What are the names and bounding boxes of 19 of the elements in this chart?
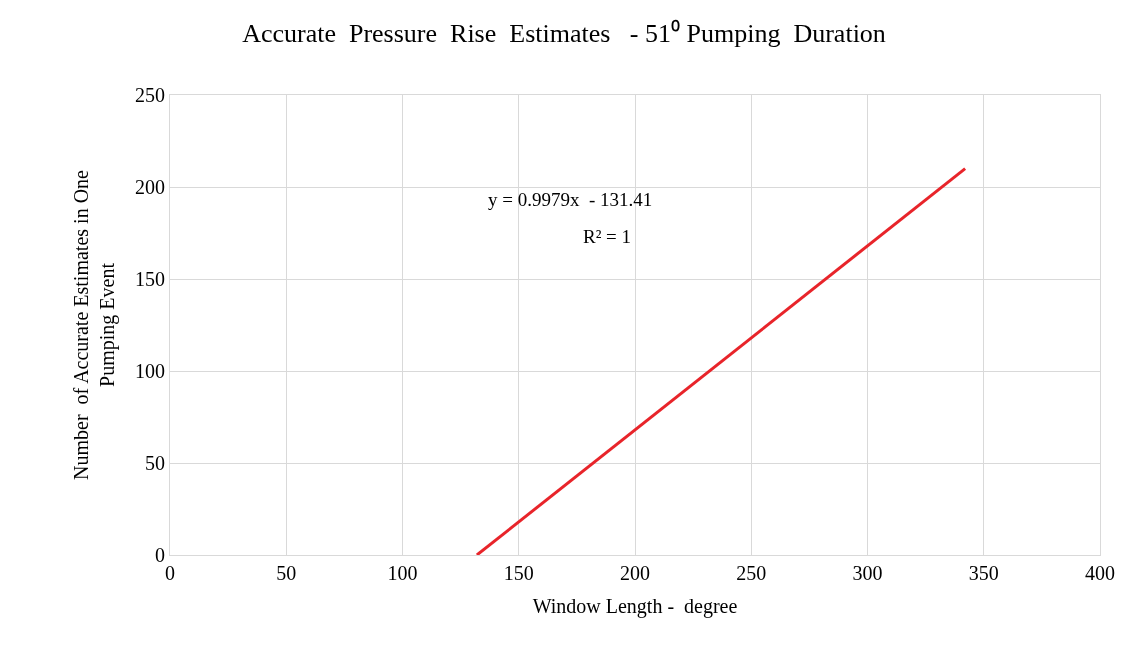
x-tick-label: 350: [968, 562, 999, 584]
chart-title: Accurate Pressure Rise Estimates - 51⁰ Pumping Duration: [242, 19, 886, 48]
y-axis-title: Number of Accurate Estimates in One Pumping Event: [69, 169, 119, 480]
annotation: R² = 1: [583, 226, 632, 247]
y-tick-label: 0: [155, 544, 165, 566]
x-tick-label: 400: [1085, 562, 1115, 584]
y-tick-label: 150: [135, 268, 165, 290]
y-tick-label: 50: [145, 452, 165, 474]
x-tick-label: 100: [387, 562, 418, 584]
x-tick-label: 300: [852, 562, 883, 584]
x-tick-label: 250: [736, 562, 767, 584]
annotation: y = 0.9979x - 131.41: [488, 189, 653, 210]
x-tick-label: 50: [276, 562, 297, 584]
y-tick-label: 100: [135, 360, 165, 382]
x-tick-label: 200: [620, 562, 650, 584]
y-tick-label: 200: [135, 176, 165, 198]
y-tick-label: 250: [135, 84, 165, 106]
x-tick-label: 150: [503, 562, 534, 584]
x-axis-title: Window Length - degree: [532, 594, 738, 618]
